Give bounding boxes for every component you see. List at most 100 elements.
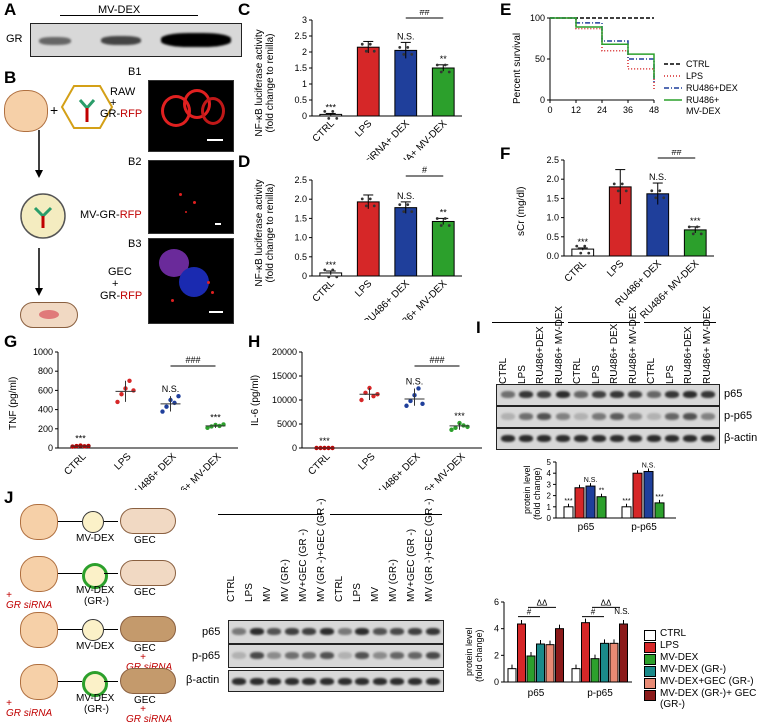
y-tick-label: 10000: [272, 395, 297, 405]
y-tick-label: 0: [547, 514, 552, 523]
blot-band: [664, 435, 679, 442]
blot-band: [683, 435, 697, 442]
blot-band: [683, 391, 697, 398]
macrophage-cell-icon: [20, 504, 58, 540]
significance-label: ***: [564, 498, 572, 505]
comparison-label: ΔΔ: [601, 598, 612, 607]
arrow-line: [104, 629, 118, 630]
legend-swatch: [644, 654, 656, 665]
data-point: [650, 189, 654, 193]
blot-a-row-label: GR: [6, 33, 23, 45]
e-ylabel: Percent survival: [512, 32, 523, 104]
data-point: [176, 393, 181, 399]
mv-dex-label: MV-DEX: [76, 533, 115, 544]
data-point: [620, 182, 624, 186]
significance-label: ***: [325, 260, 336, 270]
blot-band: [249, 652, 264, 659]
data-point: [616, 189, 620, 193]
legend-label: RU486+DEX: [686, 83, 738, 93]
data-point: [364, 49, 368, 53]
micrograph-b3: [148, 238, 234, 324]
gec-label: GEC: [134, 535, 156, 546]
bar: [526, 655, 536, 683]
x-tick-label: CTRL: [311, 118, 338, 145]
data-point: [406, 203, 410, 207]
significance-label: N.S.: [584, 477, 598, 484]
lane-label: MV: [370, 587, 381, 602]
blot-band: [555, 391, 570, 398]
blot-band: [249, 628, 264, 635]
blot-band: [519, 391, 534, 398]
significance-label: ***: [655, 494, 663, 501]
data-point: [406, 46, 410, 49]
panel-label-g: G: [4, 332, 18, 351]
mv-dex-label: MV-DEX: [76, 641, 115, 652]
blot-band: [425, 678, 440, 685]
data-point: [372, 204, 376, 208]
comparison-label: ##: [671, 150, 681, 157]
data-point: [398, 203, 402, 207]
lane-label: LPS: [516, 365, 528, 384]
y-tick-label: 0: [540, 95, 545, 105]
bar: [585, 485, 596, 519]
blot-band: [302, 652, 317, 659]
gr-rfp-label: GR-RFP: [100, 108, 143, 120]
sirna-plus: +: [6, 698, 12, 709]
y-tick-label: 1000: [33, 347, 53, 357]
blot-band: [408, 652, 422, 659]
blot-band: [610, 391, 625, 398]
bar: [394, 207, 418, 277]
data-point: [359, 397, 364, 403]
blot-band: [646, 413, 661, 420]
gec-label: GEC: [134, 587, 156, 598]
survival-line: [550, 17, 655, 79]
data-point: [447, 70, 451, 74]
y-tick-label: 3: [302, 15, 307, 25]
lane-label: MV+GEC (GR -): [298, 528, 309, 602]
data-point: [205, 425, 210, 431]
gec-label: GEC: [134, 695, 156, 706]
bar: [356, 201, 380, 277]
data-point: [398, 46, 402, 49]
bar: [632, 472, 643, 519]
significance-label: ***: [622, 498, 630, 505]
lane-label: CTRL: [572, 357, 583, 384]
lane-label: MV (GR-): [388, 559, 399, 602]
blot-band: [232, 678, 246, 685]
blot-band: [337, 652, 352, 659]
j-blot-p65: [228, 620, 444, 644]
data-point: [435, 217, 439, 220]
arrow-line: [58, 521, 82, 522]
significance-label: ***: [454, 411, 465, 421]
bar: [563, 506, 574, 519]
blot-band: [267, 678, 282, 685]
blot-band: [501, 391, 515, 398]
gr-rfp-plasmid-icon: [60, 85, 114, 129]
bar: [574, 487, 585, 519]
y-tick-label: 1.5: [294, 63, 307, 73]
y-tick-label: 0.5: [546, 232, 559, 242]
gec-label: GEC: [134, 643, 156, 654]
gec-cell-icon: [120, 560, 176, 586]
blot-band: [372, 652, 387, 659]
data-point: [691, 232, 695, 236]
bar: [545, 644, 555, 683]
lane-label: LPS: [590, 365, 602, 384]
legend-label: RU486+: [686, 95, 719, 105]
h-ylabel: IL-6 (pg/ml): [250, 374, 261, 426]
y-tick-label: 2.5: [546, 155, 559, 165]
b2-label: B2: [128, 156, 142, 168]
micrograph-b2: [148, 160, 234, 234]
data-point: [583, 244, 587, 248]
data-point: [410, 210, 414, 214]
data-point: [612, 182, 616, 186]
legend-swatch: [644, 690, 656, 701]
comparison-label: ##: [419, 10, 429, 17]
data-point: [364, 204, 368, 208]
blot-band: [592, 413, 606, 420]
b3-label: B3: [128, 238, 142, 250]
data-point: [416, 386, 421, 391]
y-tick-label: 5000: [277, 419, 297, 429]
data-point: [372, 49, 376, 53]
